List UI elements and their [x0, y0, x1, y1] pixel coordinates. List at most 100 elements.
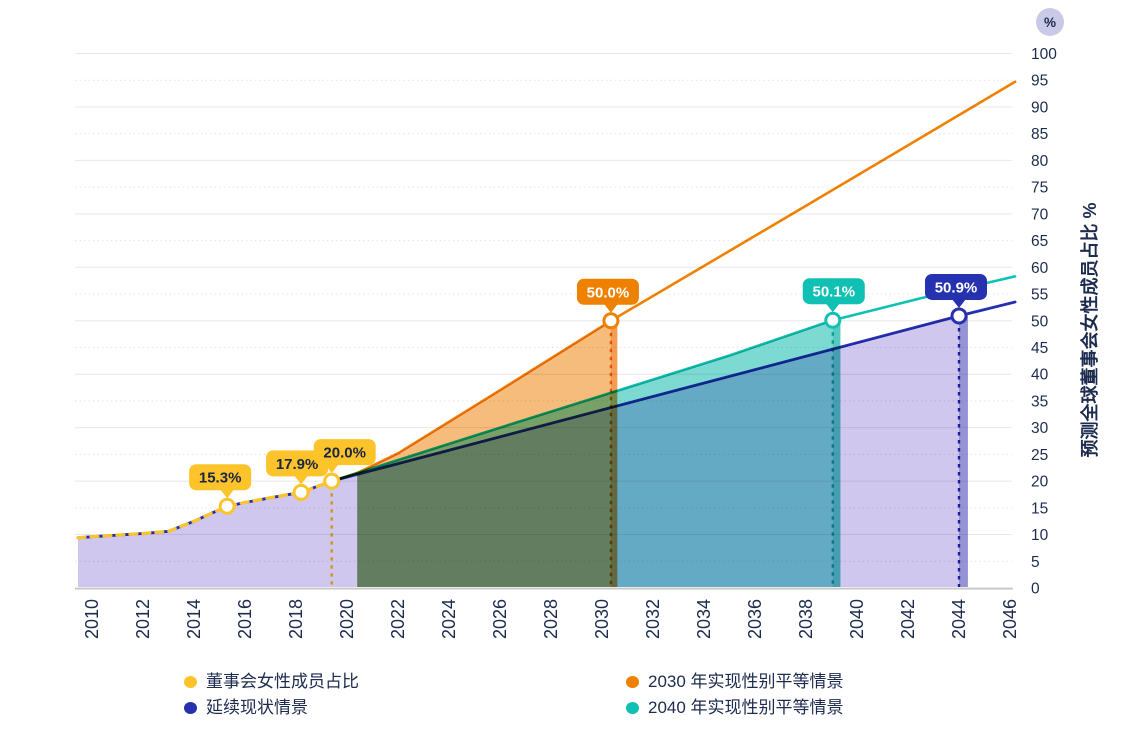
x-tick-label: 2042 — [898, 599, 918, 639]
unit-badge-circle — [1036, 8, 1064, 36]
badge-box — [925, 273, 987, 300]
legend-item-parity-2030[interactable]: 2030 年实现性别平等情景 — [626, 672, 844, 692]
unit-badge: % — [1036, 8, 1064, 36]
x-tick-label: 2012 — [133, 599, 153, 639]
y-tick-label: 70 — [1031, 206, 1049, 223]
y-tick-label: 65 — [1031, 233, 1048, 250]
legend-dot-history — [184, 676, 197, 688]
series-area-edge-parity-2040 — [832, 320, 841, 587]
value-badge: 50.9% — [925, 273, 987, 308]
value-badge: 50.1% — [802, 278, 865, 313]
series-line-parity-2040 — [330, 275, 1017, 483]
value-badge: 50.0% — [576, 278, 639, 313]
legend-item-parity-2040[interactable]: 2040 年实现性别平等情景 — [626, 698, 844, 718]
legend-item-history[interactable]: 董事会女性成员占比 — [184, 672, 359, 692]
x-tick-label: 2016 — [235, 599, 255, 639]
legend-dot-parity-2040 — [626, 702, 639, 714]
x-tick-label: 2028 — [541, 599, 561, 639]
badge-label: 50.1% — [813, 284, 856, 301]
data-point-markers — [218, 307, 968, 515]
badge-box — [576, 278, 639, 305]
x-tick-label: 2014 — [184, 599, 204, 639]
badge-box — [266, 450, 329, 477]
data-point-marker — [824, 311, 842, 329]
legend-dot-status-quo — [184, 702, 197, 714]
badge-tail — [952, 298, 966, 308]
badge-box — [313, 439, 376, 466]
x-tick-label: 2026 — [490, 599, 510, 639]
badge-label: 17.9% — [276, 456, 319, 473]
x-tick-label: 2024 — [439, 599, 459, 639]
badge-label: 50.0% — [587, 284, 630, 301]
series-areas — [78, 313, 968, 587]
x-tick-label: 2030 — [592, 599, 612, 639]
value-badge: 20.0% — [313, 439, 376, 474]
badge-tail — [294, 475, 309, 485]
x-tick-label: 2038 — [796, 599, 816, 639]
badge-label: 50.9% — [935, 279, 978, 296]
x-tick-label: 2034 — [694, 599, 714, 639]
x-tick-label: 2010 — [82, 599, 102, 639]
legend-label-parity-2040: 2040 年实现性别平等情景 — [648, 698, 844, 717]
data-point-marker — [218, 497, 236, 515]
droplines — [330, 319, 961, 587]
x-tick-label: 2020 — [337, 599, 357, 639]
x-tick-label: 2022 — [388, 599, 408, 639]
legend-label-status-quo: 延续现状情景 — [206, 698, 308, 717]
value-badge: 15.3% — [189, 464, 252, 499]
series-line-parity-2030 — [330, 80, 1017, 483]
value-badges: 15.3% 17.9%20.0% 50.0% 50.1% 50.9% — [189, 273, 987, 499]
x-tick-label: 2018 — [286, 599, 306, 639]
y-tick-label: 60 — [1031, 260, 1049, 277]
y-tick-label: 0 — [1031, 581, 1040, 598]
y-tick-label: 15 — [1031, 500, 1048, 517]
x-tick-label: 2044 — [949, 599, 969, 639]
badge-tail — [825, 303, 840, 313]
y-tick-label: 75 — [1031, 180, 1048, 197]
y-tick-label: 25 — [1031, 447, 1048, 464]
data-point-marker — [950, 307, 968, 325]
y-tick-label: 35 — [1031, 393, 1048, 410]
unit-badge-label: % — [1044, 15, 1056, 30]
y-axis-tick-labels: 0 5 10 15 20 25 30 35 40 45 50 55 60 65 70 75 80 85 90 95 10… — [1031, 46, 1057, 598]
legend-label-parity-2030: 2030 年实现性别平等情景 — [648, 672, 844, 691]
y-tick-label: 40 — [1031, 367, 1049, 384]
legend-label-history: 董事会女性成员占比 — [206, 672, 359, 691]
badge-tail — [324, 464, 339, 474]
badge-box — [802, 278, 865, 305]
y-tick-label: 45 — [1031, 340, 1048, 357]
legend-item-status-quo[interactable]: 延续现状情景 — [184, 698, 359, 718]
y-tick-label: 20 — [1031, 474, 1049, 491]
y-tick-label: 80 — [1031, 153, 1049, 170]
series-area-edge-status-quo — [959, 315, 968, 587]
y-tick-label: 10 — [1031, 527, 1049, 544]
x-tick-label: 2040 — [847, 599, 867, 639]
y-tick-label: 30 — [1031, 420, 1049, 437]
data-point-marker — [323, 472, 341, 490]
x-tick-label: 2046 — [1000, 599, 1020, 639]
badge-label: 15.3% — [199, 470, 242, 487]
series-line-history — [76, 479, 334, 540]
y-tick-label: 95 — [1031, 73, 1048, 90]
y-tick-label: 5 — [1031, 554, 1040, 571]
x-tick-label: 2036 — [745, 599, 765, 639]
y-tick-label: 100 — [1031, 46, 1057, 63]
legend-column-right: 2030 年实现性别平等情景 2040 年实现性别平等情景 — [626, 672, 844, 718]
series-area-edge-parity-2030 — [610, 320, 618, 587]
badge-tail — [603, 303, 618, 313]
data-point-marker — [292, 483, 310, 501]
y-tick-label: 50 — [1031, 313, 1049, 330]
y-tick-label: 85 — [1031, 126, 1048, 143]
x-axis-tick-labels: 2010 2012 2014 2016 2018 2020 2022 2024 2026 2028… — [82, 599, 1020, 639]
y-tick-label: 90 — [1031, 99, 1049, 116]
badge-box — [189, 464, 252, 491]
series-area-parity-2030 — [357, 317, 618, 587]
legend-dot-parity-2030 — [626, 676, 639, 688]
legend-column-left: 董事会女性成员占比 延续现状情景 — [184, 672, 359, 718]
data-point-marker — [602, 312, 620, 330]
badge-tail — [220, 489, 235, 499]
y-tick-label: 55 — [1031, 287, 1048, 304]
y-axis-title: 预测全球董事会女性成员占比 % — [1079, 202, 1100, 457]
